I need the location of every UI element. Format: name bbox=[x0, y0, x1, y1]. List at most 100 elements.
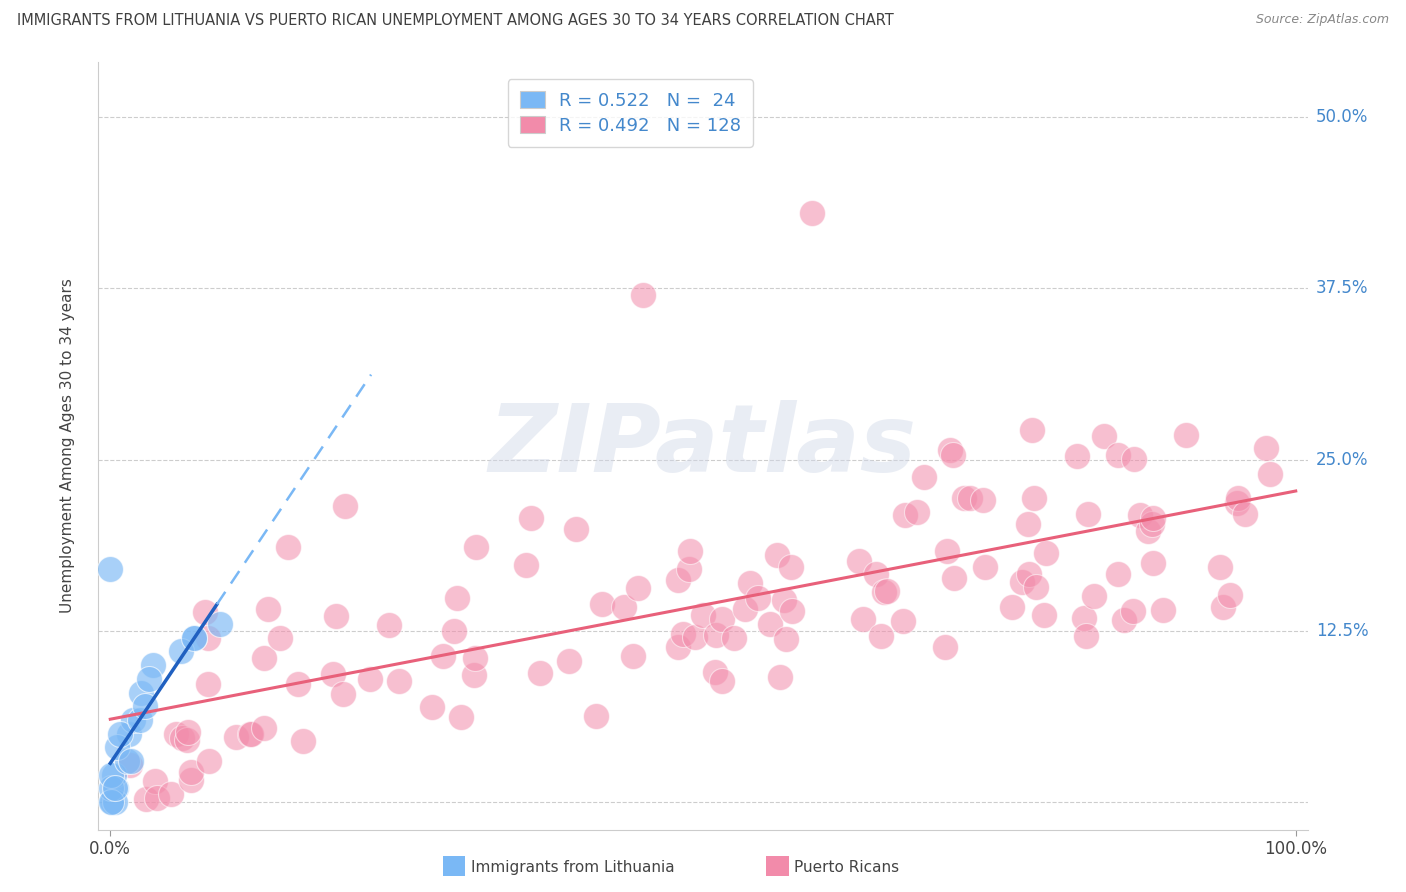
Point bbox=[277, 540, 299, 554]
Point bbox=[325, 609, 347, 624]
Point bbox=[1017, 516, 1039, 531]
Point bbox=[287, 677, 309, 691]
Point bbox=[104, 781, 127, 796]
Point bbox=[180, 764, 202, 779]
Point bbox=[870, 629, 893, 643]
Point bbox=[105, 740, 128, 755]
Point bbox=[1035, 546, 1057, 560]
Point bbox=[912, 469, 935, 483]
Point bbox=[953, 491, 976, 505]
Point bbox=[758, 617, 780, 632]
Point bbox=[873, 584, 896, 599]
Point bbox=[704, 628, 727, 642]
Point bbox=[666, 573, 689, 587]
Point bbox=[1024, 491, 1046, 505]
Point bbox=[747, 591, 769, 605]
Text: ZIPatlas: ZIPatlas bbox=[489, 400, 917, 492]
Point bbox=[138, 672, 160, 686]
Point bbox=[464, 540, 486, 554]
Point bbox=[1142, 516, 1164, 531]
Point bbox=[129, 685, 152, 699]
Point bbox=[666, 640, 689, 655]
Point bbox=[723, 632, 745, 646]
Point bbox=[775, 632, 797, 646]
Point bbox=[779, 560, 801, 574]
Point bbox=[269, 631, 291, 645]
Text: 25.0%: 25.0% bbox=[1316, 450, 1368, 468]
Point bbox=[1226, 491, 1249, 505]
Point bbox=[100, 768, 122, 782]
Point bbox=[359, 672, 381, 686]
Point bbox=[1033, 607, 1056, 622]
Point bbox=[239, 727, 262, 741]
Point bbox=[225, 730, 247, 744]
Point bbox=[120, 754, 142, 768]
Point bbox=[464, 651, 486, 665]
Point bbox=[142, 658, 165, 673]
Point bbox=[446, 591, 468, 605]
Point bbox=[1114, 613, 1136, 627]
Point bbox=[170, 644, 193, 658]
Text: 12.5%: 12.5% bbox=[1316, 622, 1368, 640]
Point bbox=[621, 648, 644, 663]
Point bbox=[740, 575, 762, 590]
Point bbox=[209, 617, 232, 632]
Point bbox=[973, 559, 995, 574]
Point bbox=[613, 599, 636, 614]
Point bbox=[1174, 428, 1197, 442]
Point bbox=[134, 699, 156, 714]
Point bbox=[170, 731, 193, 745]
Point bbox=[165, 726, 187, 740]
Point bbox=[678, 562, 700, 576]
Point bbox=[633, 288, 655, 302]
Point bbox=[333, 499, 356, 513]
Point bbox=[450, 710, 472, 724]
Point bbox=[103, 768, 125, 782]
Point bbox=[463, 668, 485, 682]
Point bbox=[1254, 441, 1277, 455]
Point bbox=[943, 571, 966, 585]
Point bbox=[143, 773, 166, 788]
Point bbox=[1107, 448, 1129, 462]
Point bbox=[98, 562, 121, 576]
Point bbox=[1122, 604, 1144, 618]
Point bbox=[1083, 589, 1105, 603]
Point bbox=[768, 670, 790, 684]
Point bbox=[388, 674, 411, 689]
Point bbox=[1136, 524, 1159, 538]
Point bbox=[939, 443, 962, 458]
Point bbox=[135, 792, 157, 806]
Point bbox=[848, 554, 870, 568]
Point bbox=[432, 648, 454, 663]
Point bbox=[422, 699, 444, 714]
Point bbox=[129, 713, 152, 727]
Point bbox=[118, 726, 141, 740]
Point bbox=[1212, 599, 1234, 614]
Point bbox=[565, 522, 588, 536]
Point bbox=[100, 795, 122, 809]
Point bbox=[801, 206, 824, 220]
Point bbox=[905, 505, 928, 519]
Point bbox=[160, 787, 183, 801]
Point bbox=[253, 650, 276, 665]
Point bbox=[894, 508, 917, 522]
Point bbox=[1025, 580, 1047, 594]
Point bbox=[1226, 495, 1249, 509]
Point bbox=[1219, 588, 1241, 602]
Point bbox=[515, 558, 537, 572]
Point bbox=[585, 709, 607, 723]
Text: 50.0%: 50.0% bbox=[1316, 108, 1368, 127]
Point bbox=[253, 721, 276, 735]
Point bbox=[876, 583, 898, 598]
Point bbox=[934, 640, 956, 654]
Point bbox=[1107, 566, 1129, 581]
Point bbox=[194, 605, 217, 619]
Point bbox=[257, 602, 280, 616]
Point bbox=[1233, 507, 1256, 521]
Point bbox=[1152, 603, 1174, 617]
Point bbox=[1073, 610, 1095, 624]
Point bbox=[176, 733, 198, 747]
Point bbox=[1142, 511, 1164, 525]
Point bbox=[852, 612, 875, 626]
Point bbox=[711, 674, 734, 689]
